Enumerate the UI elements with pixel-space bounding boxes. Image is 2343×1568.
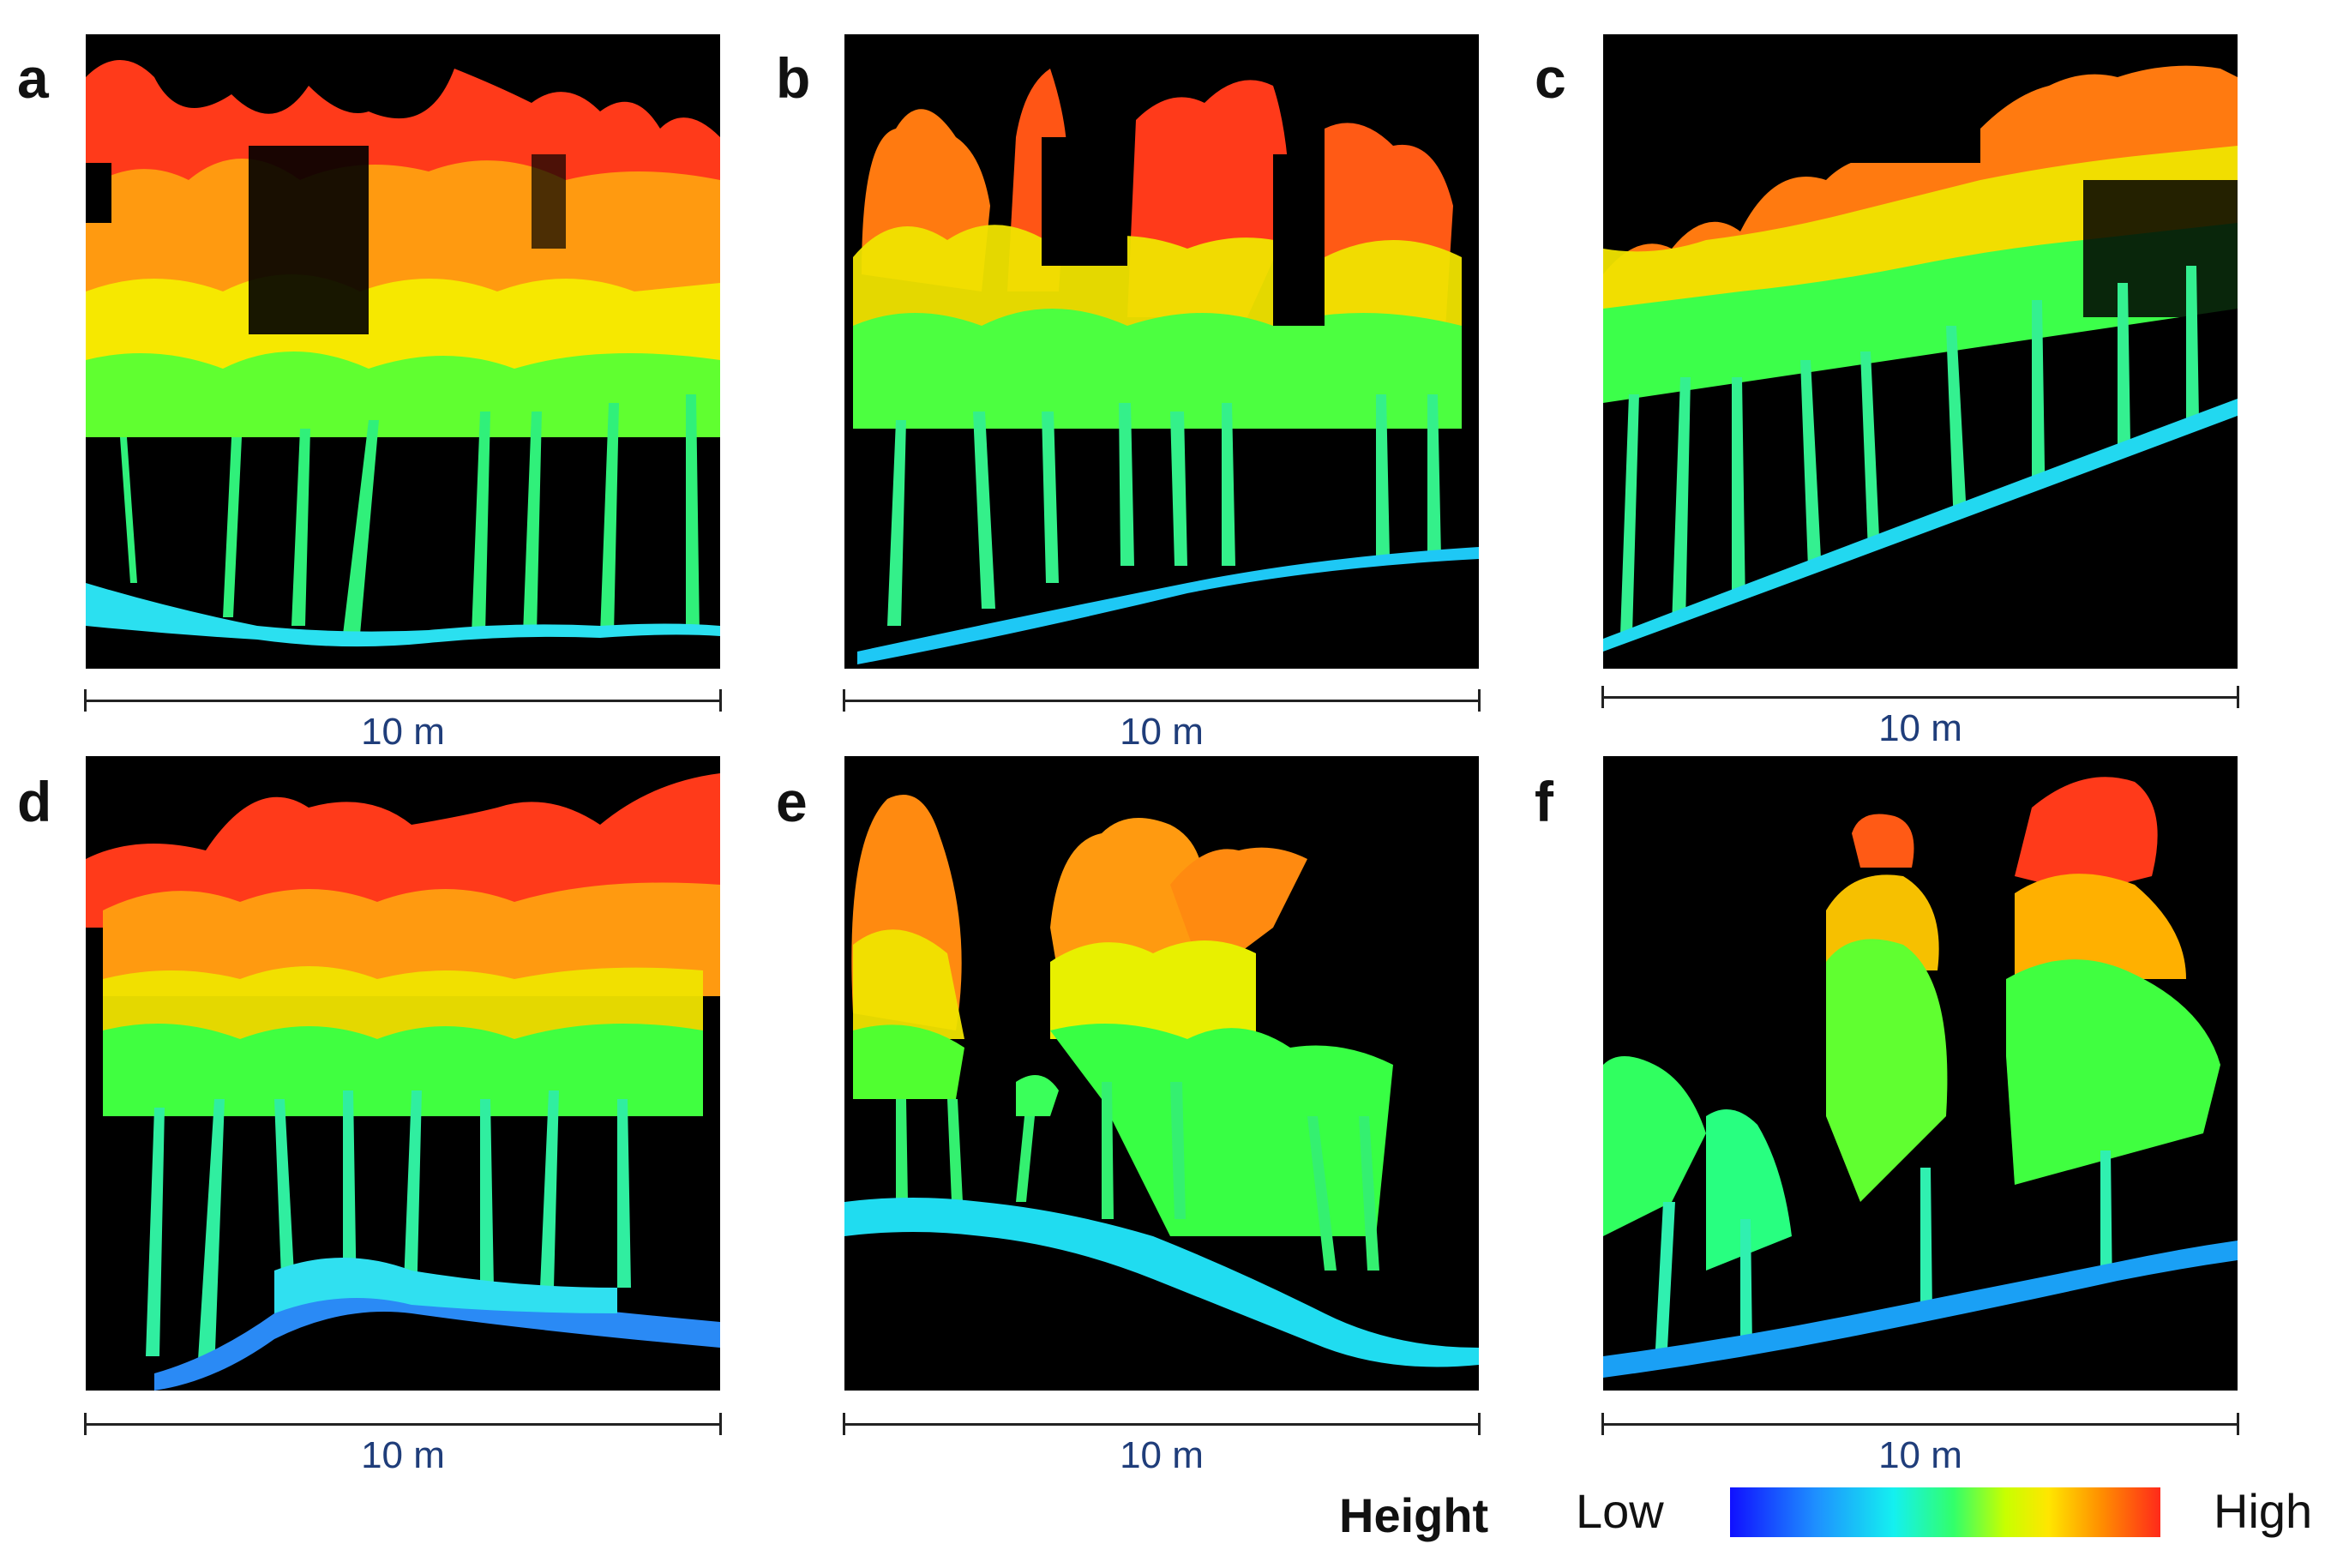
point-cloud-image-c [1603,65,2238,669]
point-cloud-panel-a [86,34,720,669]
scale-bar-f [1601,1413,2239,1435]
legend-title: Height [1339,1488,1489,1542]
scale-bar-c [1601,686,2239,708]
legend-high-label: High [2214,1484,2313,1538]
scale-label-f: 10 m [1878,1434,1962,1476]
scale-bar-b [843,689,1481,712]
scale-label-e: 10 m [1120,1434,1204,1476]
scale-bar-a [84,689,722,712]
scale-label-c: 10 m [1878,707,1962,749]
point-cloud-image-d [86,773,720,1391]
point-cloud-panel-d [86,756,720,1391]
legend-color-bar [1730,1487,2160,1537]
panel-label-e: e [776,770,808,833]
scale-label-b: 10 m [1120,711,1204,753]
scale-bar-d [84,1413,722,1435]
legend-low-label: Low [1576,1484,1664,1538]
point-cloud-image-f [1603,777,2238,1391]
scale-bar-e [843,1413,1481,1435]
panel-label-c: c [1535,46,1566,110]
panel-label-b: b [776,46,811,110]
point-cloud-panel-f [1603,756,2238,1391]
panel-label-d: d [17,770,52,833]
point-cloud-panel-e [844,756,1479,1391]
point-cloud-image-a [86,60,720,669]
point-cloud-image-e [844,795,1479,1391]
point-cloud-image-b [844,69,1479,669]
panel-label-f: f [1535,770,1553,833]
scale-label-a: 10 m [361,711,445,753]
panel-label-a: a [17,46,49,110]
scale-label-d: 10 m [361,1434,445,1476]
point-cloud-panel-c [1603,34,2238,669]
point-cloud-panel-b [844,34,1479,669]
